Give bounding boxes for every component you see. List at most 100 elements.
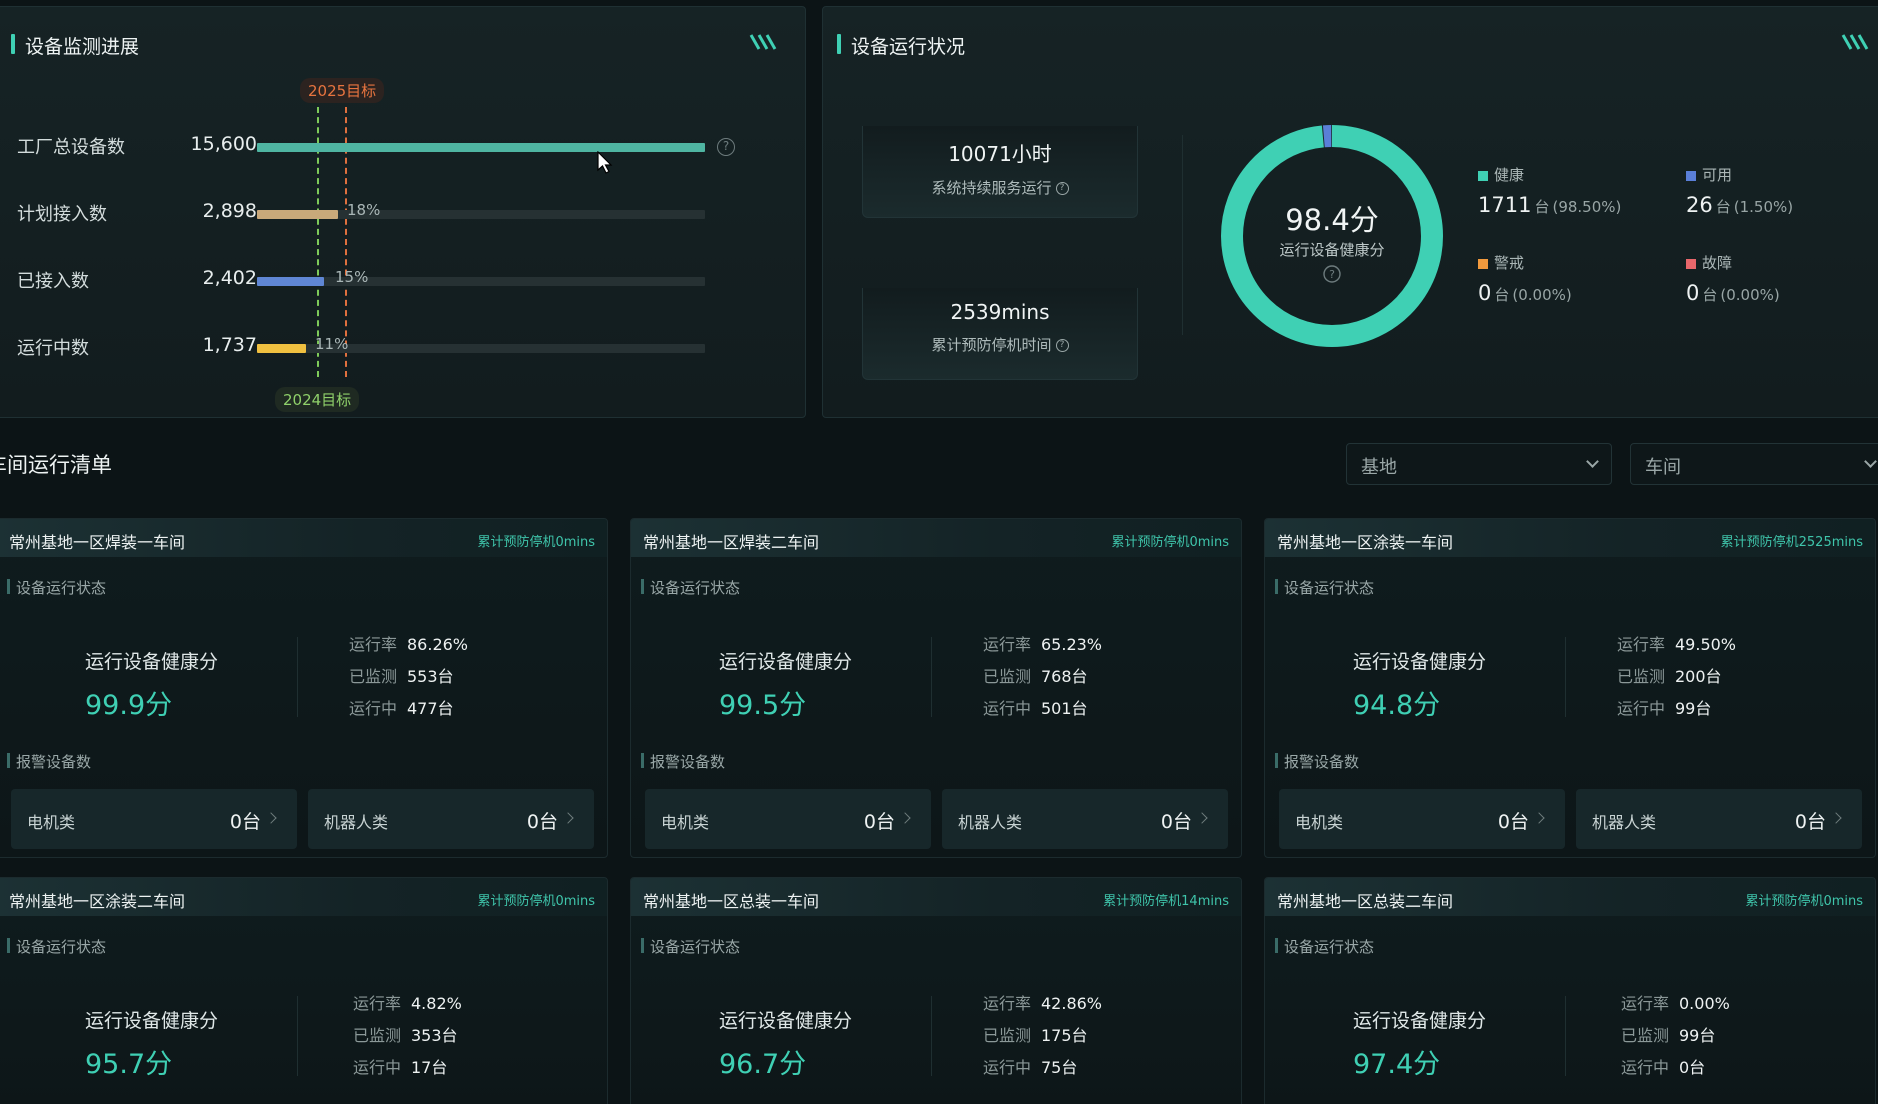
legend-healthy: 健康 1711 台 (98.50%)	[1478, 164, 1621, 217]
alarm-motor-value: 0台	[229, 811, 261, 833]
help-icon[interactable]: ?	[717, 138, 735, 156]
monitored-label: 已监测	[1616, 667, 1665, 686]
legend-name: 可用	[1702, 166, 1733, 184]
run-rate-value: 0.00%	[1679, 994, 1730, 1013]
vertical-divider	[1182, 135, 1183, 335]
legend-unit: 台	[1715, 198, 1731, 216]
help-icon[interactable]	[1323, 265, 1341, 283]
downtime-label: 累计预防停机时间?	[863, 334, 1137, 355]
status-subheading: 设备运行状态	[641, 936, 740, 957]
legend-swatch	[1478, 170, 1488, 181]
legend-fault: 故障 0 台 (0.00%)	[1686, 252, 1780, 305]
running-value: 501台	[1041, 699, 1088, 718]
running-count: 运行中 17台	[341, 1054, 447, 1078]
chevron-right-icon	[265, 812, 277, 824]
running-label: 运行中	[982, 1058, 1031, 1077]
help-icon[interactable]: ?	[1055, 339, 1069, 352]
help-icon-glyph: ?	[1329, 268, 1335, 281]
alarm-motor-label: 电机类	[1295, 813, 1344, 832]
progress-fill	[257, 143, 705, 152]
score-label: 运行设备健康分	[719, 651, 853, 673]
score-value: 99.9分	[85, 690, 173, 721]
progress-value: 2,402	[202, 267, 257, 289]
legend-swatch	[1686, 258, 1696, 269]
running-label: 运行中	[1616, 699, 1665, 718]
progress-row: 已接入数 2,402 15%	[17, 267, 737, 293]
run-rate-value: 86.26%	[407, 635, 469, 654]
workshop-card[interactable]: 常州基地一区总装一车间 累计预防停机14mins 设备运行状态 运行设备健康分 …	[630, 877, 1242, 1104]
monitored-label: 已监测	[982, 1026, 1031, 1045]
monitoring-progress-panel: 设备监测进展 2025目标 2024目标 工厂总设备数 15,600 ? 计划接…	[0, 6, 806, 418]
run-rate: 运行率 86.26%	[337, 631, 468, 655]
legend-name: 健康	[1494, 166, 1525, 184]
section-title: 车间运行清单	[0, 453, 112, 477]
alarm-robot[interactable]: 机器人类 0台	[308, 789, 594, 849]
legend-pct: (98.50%)	[1552, 198, 1622, 216]
alarm-subheading: 报警设备数	[641, 751, 725, 772]
score-value: 96.7分	[719, 1049, 807, 1080]
running-value: 0台	[1679, 1058, 1706, 1077]
slash-decor-icon	[1841, 34, 1869, 50]
run-rate-label: 运行率	[1620, 994, 1669, 1013]
workshop-name: 常州基地一区总装一车间	[643, 892, 820, 911]
status-subheading: 设备运行状态	[7, 577, 106, 598]
card-header: 常州基地一区焊装二车间 累计预防停机0mins	[631, 519, 1241, 557]
mouse-cursor-icon	[597, 151, 613, 174]
status-subheading: 设备运行状态	[7, 936, 106, 957]
monitored-value: 175台	[1041, 1026, 1088, 1045]
target-2025-line	[345, 107, 347, 377]
running-label: 运行中	[1620, 1058, 1669, 1077]
alarm-motor[interactable]: 电机类 0台	[11, 789, 297, 849]
chevron-right-icon	[1533, 812, 1545, 824]
score-label: 运行设备健康分	[1353, 1010, 1487, 1032]
progress-value: 15,600	[190, 133, 257, 155]
card-header: 常州基地一区焊装一车间 累计预防停机0mins	[0, 519, 607, 557]
chevron-right-icon	[1830, 812, 1842, 824]
legend-count: 0	[1478, 281, 1492, 305]
run-rate-value: 65.23%	[1041, 635, 1103, 654]
monitored-label: 已监测	[352, 1026, 401, 1045]
vertical-divider	[297, 637, 298, 717]
progress-percent: 18%	[347, 201, 381, 219]
monitored-value: 768台	[1041, 667, 1088, 686]
vertical-divider	[931, 637, 932, 717]
vertical-divider	[931, 996, 932, 1076]
monitored-count: 已监测 200台	[1605, 663, 1722, 687]
score-label: 运行设备健康分	[719, 1010, 853, 1032]
alarm-motor-label: 电机类	[27, 813, 76, 832]
service-time-label: 系统持续服务运行?	[863, 177, 1137, 198]
alarm-robot-label: 机器人类	[1592, 813, 1657, 832]
run-rate: 运行率 65.23%	[971, 631, 1102, 655]
progress-track	[257, 277, 705, 286]
workshop-downtime: 累计预防停机0mins	[477, 894, 595, 909]
card-header: 常州基地一区总装一车间 累计预防停机14mins	[631, 878, 1241, 916]
help-icon[interactable]: ?	[1055, 182, 1069, 195]
alarm-motor[interactable]: 电机类 0台	[1279, 789, 1565, 849]
monitored-label: 已监测	[348, 667, 397, 686]
workshop-select-value: 车间	[1645, 457, 1681, 478]
workshop-card[interactable]: 常州基地一区涂装二车间 累计预防停机0mins 设备运行状态 运行设备健康分 9…	[0, 877, 608, 1104]
alarm-robot-label: 机器人类	[958, 813, 1023, 832]
workshop-card[interactable]: 常州基地一区总装二车间 累计预防停机0mins 设备运行状态 运行设备健康分 9…	[1264, 877, 1876, 1104]
monitored-value: 553台	[407, 667, 454, 686]
workshop-card[interactable]: 常州基地一区焊装一车间 累计预防停机0mins 设备运行状态 运行设备健康分 9…	[0, 518, 608, 858]
workshop-card[interactable]: 常州基地一区涂装一车间 累计预防停机2525mins 设备运行状态 运行设备健康…	[1264, 518, 1876, 858]
alarm-robot[interactable]: 机器人类 0台	[942, 789, 1228, 849]
score-label: 运行设备健康分	[1353, 651, 1487, 673]
progress-percent: 15%	[335, 268, 369, 286]
workshop-select[interactable]: 车间	[1630, 443, 1878, 485]
score-value: 94.8分	[1353, 690, 1441, 721]
chevron-down-icon	[1864, 455, 1877, 468]
progress-row: 计划接入数 2,898 18%	[17, 200, 737, 226]
slash-decor-icon	[749, 34, 777, 50]
run-rate: 运行率 0.00%	[1609, 990, 1730, 1014]
downtime-value: 2539mins	[950, 300, 1050, 324]
alarm-motor[interactable]: 电机类 0台	[645, 789, 931, 849]
alarm-robot[interactable]: 机器人类 0台	[1576, 789, 1862, 849]
progress-label: 运行中数	[17, 338, 89, 359]
monitored-count: 已监测 175台	[971, 1022, 1088, 1046]
base-select[interactable]: 基地	[1346, 443, 1612, 485]
workshop-card[interactable]: 常州基地一区焊装二车间 累计预防停机0mins 设备运行状态 运行设备健康分 9…	[630, 518, 1242, 858]
running-label: 运行中	[352, 1058, 401, 1077]
legend-unit: 台	[1534, 198, 1550, 216]
